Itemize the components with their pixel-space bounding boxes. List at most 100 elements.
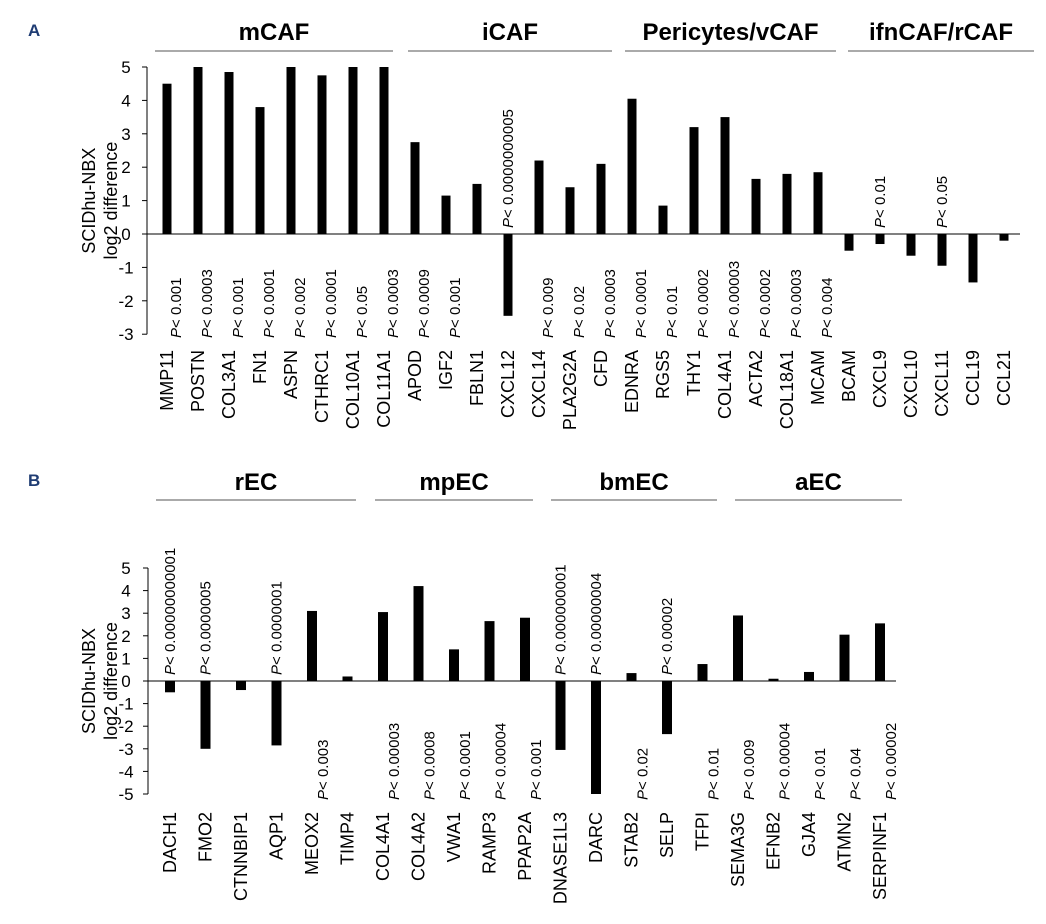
y-axis-title: SCIDhu-NBX log2 difference xyxy=(79,142,121,260)
group-label: mCAF xyxy=(239,19,310,46)
p-value-label: P< 0.0001 xyxy=(457,731,474,800)
category-label: PLA2G2A xyxy=(560,350,580,430)
bar xyxy=(844,234,854,251)
p-value-label: P< 0.01 xyxy=(812,748,829,800)
y-tick-label: 4 xyxy=(121,91,130,110)
p-value-label: P< 0.0002 xyxy=(695,269,712,338)
category-label: APOD xyxy=(405,350,425,401)
p-value-label: P< 0.009 xyxy=(741,740,758,800)
category-label: RAMP3 xyxy=(480,812,500,874)
y-tick-label: 2 xyxy=(121,627,130,646)
p-value-label: P< 0.002 xyxy=(292,278,309,338)
bar xyxy=(534,160,544,234)
category-label: EDNRA xyxy=(622,350,642,413)
bar xyxy=(410,142,420,234)
p-value-label: P< 0.02 xyxy=(635,748,652,800)
bar xyxy=(307,610,317,681)
bar xyxy=(555,681,566,750)
y-tick-label: 1 xyxy=(121,192,130,211)
p-value-label: P< 0.00004 xyxy=(493,723,510,800)
bar xyxy=(413,586,424,681)
bar xyxy=(449,649,459,681)
category-label: SELP xyxy=(657,812,677,858)
category-label: VWA1 xyxy=(444,812,464,862)
panel-letter: A xyxy=(28,21,40,40)
category-label: COL18A1 xyxy=(777,350,797,429)
p-value-label: P< 0.0008 xyxy=(422,731,439,800)
category-label: COL4A2 xyxy=(409,812,429,881)
y-tick-label: -4 xyxy=(118,762,133,781)
bar xyxy=(999,234,1009,241)
bar xyxy=(906,234,916,256)
bar xyxy=(441,195,451,234)
category-label: CCL19 xyxy=(963,350,983,406)
category-label: POSTN xyxy=(188,350,208,412)
category-label: COL3A1 xyxy=(219,350,239,419)
group-label: bmEC xyxy=(599,469,668,496)
category-label: CXCL11 xyxy=(932,350,952,417)
y-tick-label: 0 xyxy=(121,672,130,691)
bar xyxy=(342,676,353,681)
bar xyxy=(697,664,708,681)
y-tick-label: -1 xyxy=(118,258,133,277)
y-tick-label: -2 xyxy=(118,292,133,311)
y-tick-label: -3 xyxy=(118,740,133,759)
bar xyxy=(968,234,978,283)
group-label: Pericytes/vCAF xyxy=(642,19,818,46)
p-value-label: P< 0.02 xyxy=(571,286,588,338)
bar xyxy=(565,187,575,234)
group-label: aEC xyxy=(795,469,842,496)
y-tick-label: -1 xyxy=(118,695,133,714)
category-label: SEMA3G xyxy=(728,812,748,887)
p-value-label: P< 0.001 xyxy=(168,278,185,338)
p-value-label: P< 0.00000004 xyxy=(588,573,605,675)
category-label: CXCL10 xyxy=(901,350,921,418)
category-label: IGF2 xyxy=(436,350,456,390)
p-value-label: P< 0.00002 xyxy=(883,723,900,800)
bar xyxy=(733,615,743,681)
group-label: iCAF xyxy=(482,19,538,46)
bar xyxy=(662,681,672,735)
y-tick-label: 1 xyxy=(121,649,130,668)
category-label: MEOX2 xyxy=(302,812,322,875)
p-value-label: P< 0.001 xyxy=(528,740,545,800)
p-value-label: P< 0.001 xyxy=(230,278,247,338)
bar xyxy=(503,234,513,316)
category-label: CFD xyxy=(591,350,611,387)
p-value-label: P< 0.0000000005 xyxy=(500,109,517,228)
group-label: mpEC xyxy=(419,469,488,496)
bar xyxy=(165,681,175,693)
bar xyxy=(484,621,495,681)
category-label: MMP11 xyxy=(157,350,177,411)
category-label: CCL21 xyxy=(994,350,1014,406)
bar xyxy=(875,234,885,245)
category-label: FMO2 xyxy=(196,812,216,862)
bar xyxy=(348,67,358,234)
y-tick-label: 4 xyxy=(121,582,130,601)
p-value-label: P< 0.04 xyxy=(848,748,865,800)
p-value-label: P< 0.01 xyxy=(872,176,889,228)
bar xyxy=(782,173,792,234)
bar xyxy=(839,634,850,681)
p-value-label: P< 0.003 xyxy=(315,740,332,800)
y-tick-label: 3 xyxy=(121,604,130,623)
category-label: THY1 xyxy=(684,350,704,396)
p-value-label: P< 0.001 xyxy=(447,278,464,338)
bar xyxy=(520,617,530,681)
category-label: FBLN1 xyxy=(467,350,487,406)
category-label: DARC xyxy=(586,812,606,863)
group-label: rEC xyxy=(235,469,278,496)
category-label: CXCL9 xyxy=(870,350,890,408)
bar xyxy=(658,205,668,234)
y-tick-label: 5 xyxy=(121,58,130,77)
category-label: AQP1 xyxy=(267,812,287,860)
category-label: COL4A1 xyxy=(373,812,393,881)
category-label: STAB2 xyxy=(622,812,642,868)
category-label: CXCL12 xyxy=(498,350,518,418)
category-label: ACTA2 xyxy=(746,350,766,407)
bar xyxy=(379,67,389,234)
bar xyxy=(271,681,282,746)
bar xyxy=(626,673,637,681)
